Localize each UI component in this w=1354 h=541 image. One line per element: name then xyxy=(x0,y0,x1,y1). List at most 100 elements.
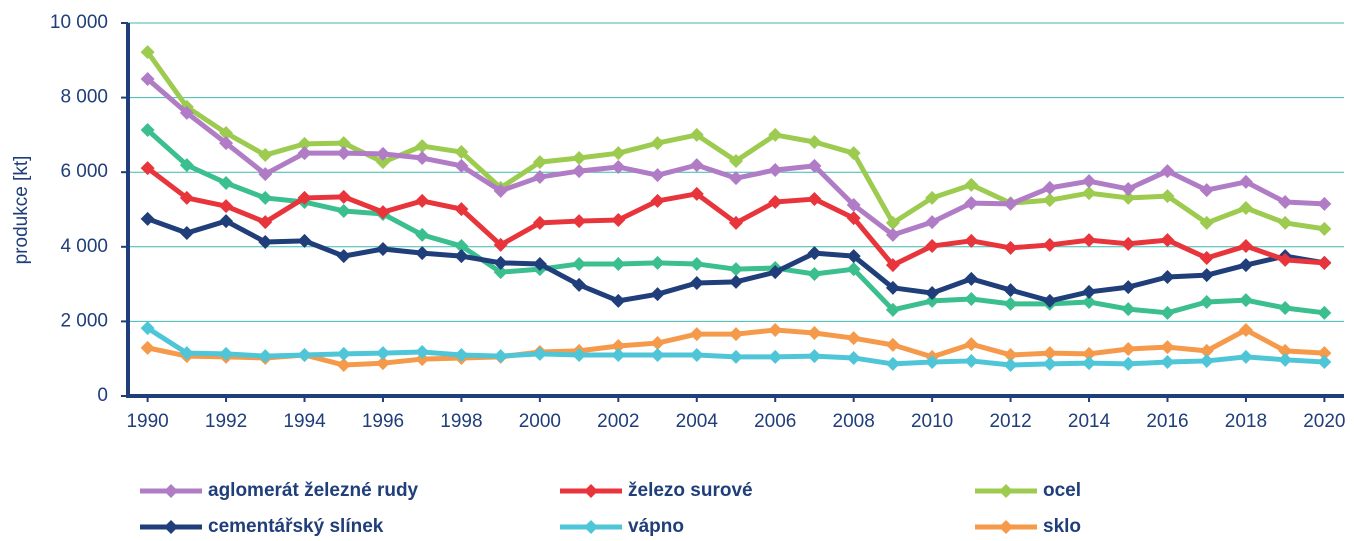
marker xyxy=(1121,190,1136,205)
marker xyxy=(1278,195,1293,210)
marker xyxy=(415,193,430,208)
marker xyxy=(258,349,273,364)
marker xyxy=(454,347,469,362)
marker xyxy=(258,167,273,182)
marker xyxy=(1238,174,1253,189)
legend-label: vápno xyxy=(628,516,684,537)
marker xyxy=(1082,174,1097,189)
series xyxy=(140,322,1332,373)
legend-label: sklo xyxy=(1043,516,1081,537)
marker xyxy=(415,246,430,261)
marker xyxy=(140,123,155,138)
marker xyxy=(729,262,743,277)
marker xyxy=(689,347,704,362)
marker xyxy=(964,177,979,192)
legend-item: cementářský slínek xyxy=(140,516,384,537)
marker xyxy=(1199,295,1214,310)
marker xyxy=(1238,258,1253,273)
marker xyxy=(219,214,234,229)
marker xyxy=(611,146,626,161)
marker xyxy=(140,321,155,336)
marker xyxy=(964,196,979,211)
legend-marker xyxy=(164,520,178,534)
marker xyxy=(846,262,861,277)
marker xyxy=(1160,340,1175,355)
marker xyxy=(689,275,704,290)
marker xyxy=(375,346,390,361)
marker xyxy=(925,239,940,254)
marker xyxy=(1278,343,1293,358)
marker xyxy=(807,192,822,207)
marker xyxy=(611,293,626,308)
x-tick-label: 2006 xyxy=(754,411,796,432)
marker xyxy=(846,198,861,213)
marker xyxy=(375,155,390,170)
marker xyxy=(1042,293,1057,308)
legend-item: sklo xyxy=(975,516,1081,537)
marker xyxy=(297,347,312,362)
line xyxy=(145,50,1325,232)
marker xyxy=(1003,196,1018,211)
marker xyxy=(140,211,155,226)
marker xyxy=(219,126,234,141)
marker xyxy=(650,347,665,362)
marker xyxy=(493,255,508,270)
x-tick-label: 2018 xyxy=(1225,411,1267,432)
legend-label: aglomerát železné rudy xyxy=(208,480,419,501)
marker xyxy=(1042,193,1057,208)
marker xyxy=(650,336,665,351)
marker xyxy=(336,136,351,151)
marker xyxy=(689,186,704,201)
x-tick-label: 2000 xyxy=(519,411,561,432)
marker xyxy=(729,215,743,230)
x-tick-label: 2002 xyxy=(597,411,639,432)
marker xyxy=(1003,296,1018,311)
marker xyxy=(454,249,469,264)
marker xyxy=(297,233,312,248)
legend-marker xyxy=(584,520,598,534)
marker xyxy=(454,158,469,173)
marker xyxy=(336,249,351,264)
marker xyxy=(1278,252,1293,267)
marker xyxy=(925,286,940,301)
marker xyxy=(140,71,155,86)
marker xyxy=(689,158,704,173)
marker xyxy=(1199,343,1214,358)
marker xyxy=(1160,233,1175,248)
marker xyxy=(336,346,351,361)
marker xyxy=(179,105,194,120)
marker xyxy=(1082,346,1097,361)
legend-marker xyxy=(584,484,598,498)
marker xyxy=(454,145,469,160)
x-tick-label: 1990 xyxy=(126,411,168,432)
marker xyxy=(179,225,194,240)
x-tick-label: 1996 xyxy=(362,411,404,432)
marker xyxy=(807,267,822,282)
marker xyxy=(846,350,861,365)
marker xyxy=(885,356,900,371)
marker xyxy=(846,249,861,264)
x-tick-label: 2012 xyxy=(989,411,1031,432)
legend-marker xyxy=(999,484,1013,498)
marker xyxy=(1317,255,1332,270)
marker xyxy=(1317,346,1332,361)
legend-label: cementářský slínek xyxy=(208,516,384,537)
marker xyxy=(729,171,743,186)
marker xyxy=(768,195,783,210)
marker xyxy=(572,164,587,179)
marker xyxy=(1278,215,1293,230)
y-tick-label: 10 000 xyxy=(50,12,108,33)
marker xyxy=(532,170,547,185)
marker xyxy=(532,155,547,170)
marker xyxy=(1238,201,1253,216)
marker xyxy=(1199,250,1214,265)
marker xyxy=(768,127,783,142)
x-tick-label: 2016 xyxy=(1146,411,1188,432)
marker xyxy=(729,274,743,289)
legend-item: ocel xyxy=(975,480,1081,501)
y-tick-label: 0 xyxy=(97,385,108,406)
marker xyxy=(1003,240,1018,255)
marker xyxy=(493,183,508,198)
marker xyxy=(611,159,626,174)
